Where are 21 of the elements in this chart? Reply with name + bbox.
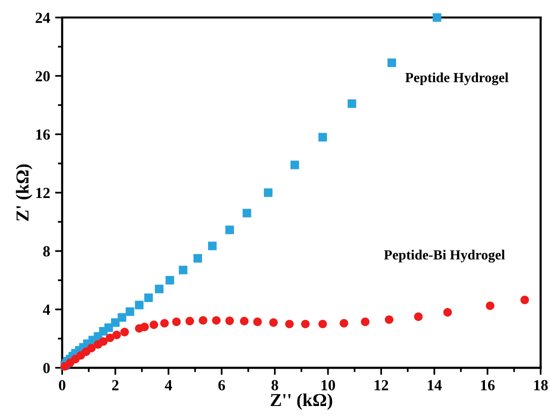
- y-tick-label: 16: [36, 129, 50, 140]
- x-axis-title: Z'' (kΩ): [270, 393, 332, 410]
- y-tick-label: 4: [42, 304, 50, 315]
- y-tick-label: 24: [36, 12, 50, 23]
- y-tick-label: 12: [36, 188, 50, 198]
- x-tick-label: 12: [374, 380, 388, 390]
- x-tick-label: 4: [164, 380, 172, 390]
- y-tick-label: 0: [43, 362, 50, 374]
- x-tick-label: 8: [272, 380, 278, 390]
- x-tick-label: 16: [481, 380, 495, 390]
- y-tick-label: 8: [43, 246, 50, 256]
- y-axis-title: Z' (kΩ): [16, 164, 32, 221]
- x-tick-label: 14: [428, 380, 442, 390]
- x-tick-label: 10: [322, 380, 336, 390]
- y-tick-label: 20: [36, 71, 50, 82]
- x-tick-label: 2: [112, 380, 118, 390]
- text: Peptide-Bi Hydrogel: [384, 250, 505, 262]
- series-label: Peptide Hydrogel: [405, 72, 508, 86]
- x-tick-label: 6: [218, 380, 226, 390]
- x-tick-label: 18: [534, 380, 548, 390]
- x-tick-label: 0: [58, 380, 66, 390]
